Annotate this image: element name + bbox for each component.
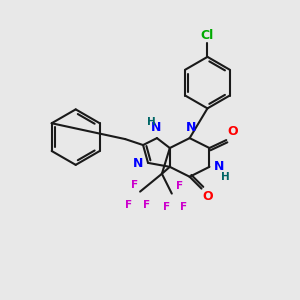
Text: F: F xyxy=(125,200,132,209)
Text: H: H xyxy=(147,117,155,127)
Text: O: O xyxy=(202,190,213,202)
Text: F: F xyxy=(176,181,183,190)
Text: F: F xyxy=(180,202,187,212)
Text: Cl: Cl xyxy=(201,29,214,42)
Text: F: F xyxy=(143,200,150,209)
Text: N: N xyxy=(185,121,196,134)
Text: H: H xyxy=(221,172,230,182)
Text: N: N xyxy=(151,121,161,134)
Text: N: N xyxy=(213,160,224,173)
Text: O: O xyxy=(227,125,238,138)
Text: N: N xyxy=(133,158,143,170)
Text: F: F xyxy=(163,202,170,212)
Text: F: F xyxy=(131,180,138,190)
